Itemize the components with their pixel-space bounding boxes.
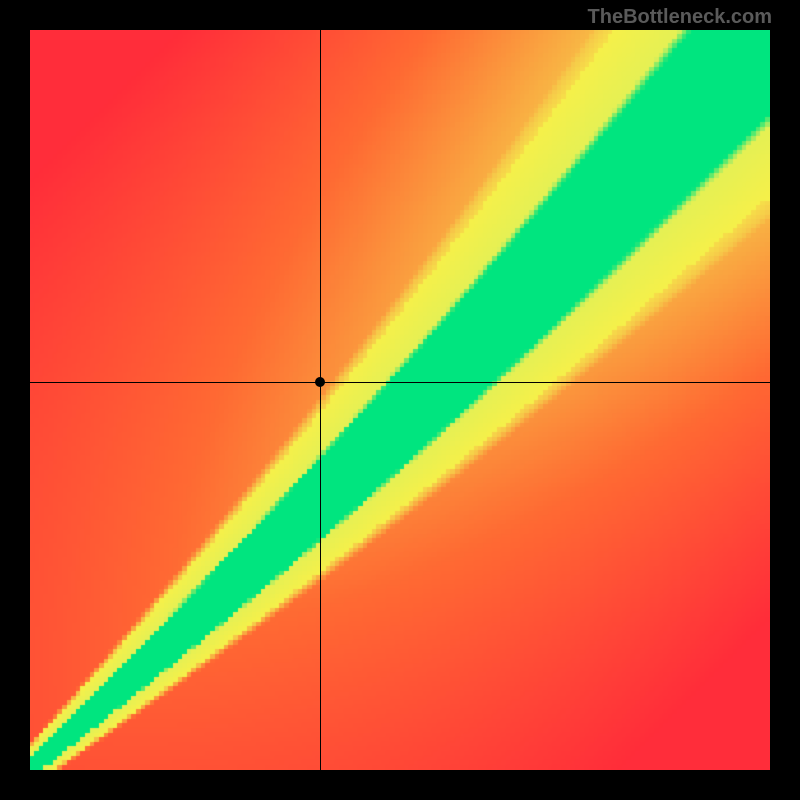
watermark-text: TheBottleneck.com [588,6,772,29]
chart-wrapper [30,30,770,770]
crosshair-horizontal [30,382,770,383]
crosshair-vertical [320,30,321,770]
marker-dot [315,377,325,387]
heatmap-canvas [30,30,770,770]
root-container: TheBottleneck.com [0,0,800,800]
